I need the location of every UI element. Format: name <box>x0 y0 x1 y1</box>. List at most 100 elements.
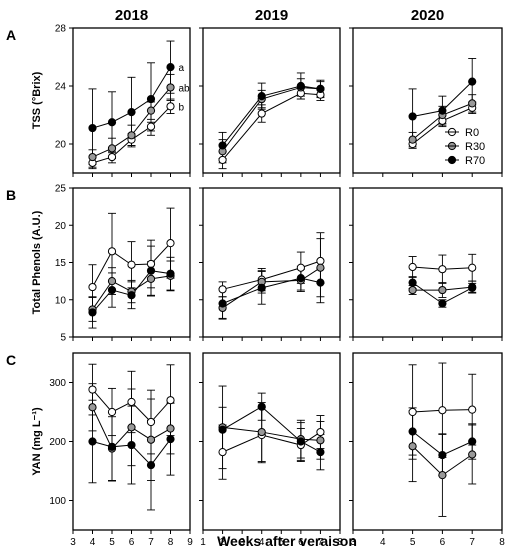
x-tick-label-2020-7: 7 <box>469 537 475 548</box>
legend-label-R0: R0 <box>465 127 479 139</box>
data-point-C-2020-R30-1 <box>438 471 447 480</box>
data-point-C-2018-R70-1 <box>107 442 117 451</box>
data-point-A-2018-R30-4 <box>166 83 175 92</box>
data-point-B-2020-R70-1 <box>438 299 447 308</box>
data-point-C-2020-R70-1 <box>438 450 447 460</box>
data-point-C-2018-R0-1 <box>107 407 117 417</box>
data-point-B-2020-R70-2 <box>468 283 477 292</box>
data-point-A-2018-R70-3 <box>146 94 156 104</box>
data-point-C-2019-R70-0 <box>218 425 227 434</box>
data-point-B-2019-R70-3 <box>316 278 325 287</box>
year-header-2020: 2020 <box>411 7 444 24</box>
data-point-B-2020-R0-0 <box>408 262 417 272</box>
series-line-B-2019-R30 <box>222 267 321 309</box>
series-line-B-2019-R0 <box>222 260 321 290</box>
data-point-B-2020-R30-0 <box>408 285 417 295</box>
y-tick-label-A-20: 20 <box>55 140 67 151</box>
data-point-A-2018-R0-1 <box>107 152 117 162</box>
data-point-C-2020-R0-2 <box>468 405 477 414</box>
data-point-C-2018-R30-4 <box>166 424 175 433</box>
y-tick-label-C-300: 300 <box>49 378 66 389</box>
y-tick-label-A-24: 24 <box>55 82 67 93</box>
data-point-C-2019-R70-1 <box>257 402 266 411</box>
data-point-B-2020-R70-0 <box>408 278 417 287</box>
x-tick-label-2019-2: 2 <box>220 537 226 548</box>
data-point-B-2018-R70-1 <box>107 285 117 295</box>
x-tick-label-2018-5: 5 <box>109 537 115 548</box>
data-point-B-2019-R70-1 <box>257 283 266 292</box>
panel-label-A: A <box>6 27 16 43</box>
panel-frame-A-2020 <box>352 27 503 174</box>
x-tick-label-2018-9: 9 <box>187 537 193 548</box>
x-tick-label-2020-5: 5 <box>410 537 416 548</box>
data-point-B-2019-R30-3 <box>316 263 325 272</box>
data-point-B-2018-R0-0 <box>88 282 97 292</box>
data-point-B-2020-R0-2 <box>468 263 477 272</box>
data-point-A-2020-R70-2 <box>468 77 477 86</box>
data-point-C-2018-R0-2 <box>127 397 136 407</box>
series-line-A-2019-R30 <box>222 86 321 152</box>
annotation-A-2018-b: b <box>179 102 185 113</box>
data-point-B-2018-R70-3 <box>146 266 156 275</box>
panel-frame-C-2020 <box>352 352 503 531</box>
data-point-A-2018-R0-4 <box>166 102 175 111</box>
data-point-B-2020-R30-1 <box>438 285 447 295</box>
data-point-A-2019-R0-0 <box>218 155 227 165</box>
data-point-A-2019-R70-0 <box>218 141 227 150</box>
data-point-A-2019-R0-1 <box>257 109 266 118</box>
year-header-2018: 2018 <box>115 7 148 24</box>
x-tick-label-2018-8: 8 <box>168 537 174 548</box>
data-point-B-2018-R30-1 <box>107 277 117 286</box>
data-point-C-2019-R70-3 <box>316 448 325 457</box>
x-tick-label-2020-3: 3 <box>350 537 356 548</box>
x-tick-label-2019-6: 6 <box>298 537 304 548</box>
data-point-C-2018-R30-3 <box>146 435 156 444</box>
data-point-C-2018-R70-3 <box>146 461 156 470</box>
data-point-A-2019-R70-1 <box>257 92 266 101</box>
series-line-B-2019-R70 <box>222 277 321 304</box>
data-point-B-2018-R70-0 <box>88 308 97 317</box>
y-tick-label-B-5: 5 <box>60 333 66 344</box>
x-axis-label: Weeks after veraison <box>217 533 357 549</box>
y-tick-label-B-10: 10 <box>55 295 67 306</box>
y-tick-label-C-200: 200 <box>49 437 66 448</box>
data-point-B-2018-R0-1 <box>107 247 117 256</box>
data-point-C-2018-R0-3 <box>146 417 156 427</box>
x-tick-label-2020-6: 6 <box>440 537 446 548</box>
x-tick-label-2019-4: 4 <box>259 537 265 548</box>
y-axis-label-A: TSS (°Brix) <box>31 71 43 129</box>
panel-frame-A-2019 <box>202 27 341 174</box>
data-point-B-2019-R0-3 <box>316 256 325 266</box>
data-point-C-2019-R70-2 <box>296 437 305 446</box>
series-line-C-2019-R70 <box>222 406 321 453</box>
data-point-C-2020-R30-2 <box>468 450 477 459</box>
series-line-A-2019-R70 <box>222 85 321 146</box>
data-point-C-2018-R0-0 <box>88 385 97 394</box>
data-point-B-2018-R0-4 <box>166 239 175 248</box>
annotation-A-2018-a: a <box>179 63 185 74</box>
series-line-A-2019-R0 <box>222 92 321 161</box>
data-point-C-2020-R30-0 <box>408 442 417 451</box>
x-tick-label-2020-4: 4 <box>380 537 386 548</box>
year-header-2019: 2019 <box>255 7 288 24</box>
data-point-B-2018-R0-2 <box>127 260 136 269</box>
data-point-A-2019-R70-2 <box>296 81 305 91</box>
y-tick-label-B-15: 15 <box>55 258 67 269</box>
x-tick-label-2019-7: 7 <box>318 537 324 548</box>
x-tick-label-2018-3: 3 <box>70 537 76 548</box>
series-line-C-2019-R30 <box>222 426 321 441</box>
series-line-C-2019-R0 <box>222 431 321 453</box>
data-point-B-2019-R70-0 <box>218 299 227 308</box>
data-point-C-2018-R70-2 <box>127 440 136 450</box>
y-axis-label-C: YAN (mg L⁻¹) <box>31 407 43 476</box>
data-point-B-2019-R0-0 <box>218 285 227 294</box>
data-point-A-2018-R70-1 <box>107 118 117 127</box>
data-point-C-2020-R0-0 <box>408 407 417 417</box>
legend-label-R30: R30 <box>465 141 485 153</box>
data-point-C-2019-R30-1 <box>257 427 266 437</box>
x-tick-label-2018-6: 6 <box>129 537 135 548</box>
data-point-C-2020-R0-1 <box>438 406 447 415</box>
data-point-A-2020-R30-0 <box>408 135 417 144</box>
legend-label-R70: R70 <box>465 155 485 167</box>
